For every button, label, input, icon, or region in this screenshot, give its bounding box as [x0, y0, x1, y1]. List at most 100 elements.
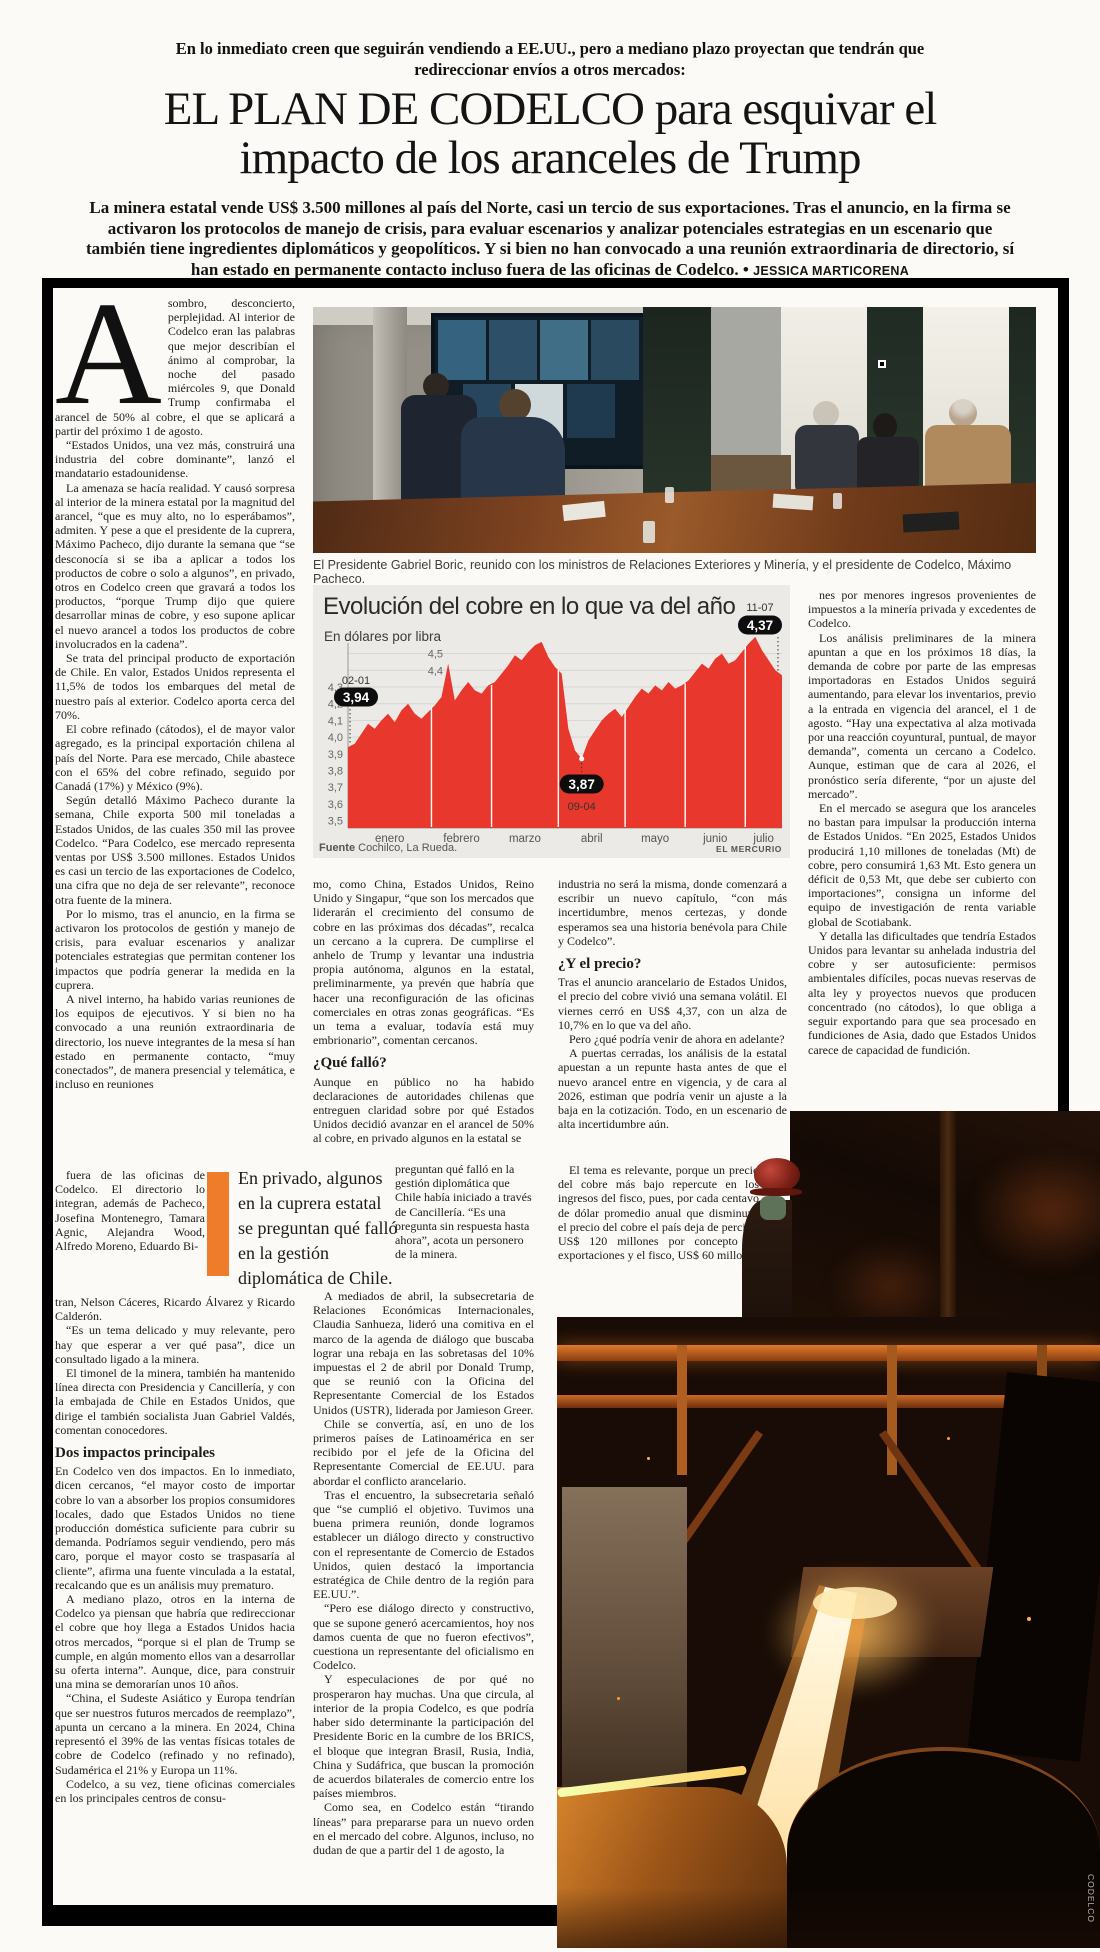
paragraph: “China, el Sudeste Asiático y Europa ten…: [55, 1691, 295, 1777]
paragraph: Según detalló Máximo Pacheco durante la …: [55, 793, 295, 907]
railing-post: [887, 1345, 897, 1475]
paragraph: El cobre refinado (cátodos), el de mayor…: [55, 722, 295, 793]
headline-line2: impacto de los aranceles de Trump: [239, 132, 862, 184]
copper-price-chart: Evolución del cobre en lo que va del año…: [313, 585, 790, 858]
video-tile: [540, 320, 588, 380]
paragraph: “Pero ese diálogo directo y constructivo…: [313, 1601, 534, 1673]
paragraph: Aunque en público no ha habido declaraci…: [313, 1074, 534, 1146]
paragraph: sombro, desconcierto, perplejidad. Al in…: [55, 296, 295, 438]
chart-element: [334, 687, 378, 707]
foundry-photo-credit: CODELCO: [1086, 1874, 1096, 1924]
paragraph: preguntan qué falló en la gestión diplom…: [395, 1162, 532, 1262]
chart-element: 3,5: [328, 816, 343, 828]
railing-post: [677, 1345, 687, 1475]
paragraph: El tema es relevante, porque un precio d…: [558, 1163, 759, 1263]
chart-element: [348, 636, 782, 828]
chart-element: junio: [702, 833, 727, 845]
spark: [617, 1697, 620, 1700]
meeting-photo-caption: El Presidente Gabriel Boric, reunido con…: [313, 558, 1012, 586]
kicker-line1: En lo inmediato creen que seguirán vendi…: [175, 39, 925, 58]
chart-title: Evolución del cobre en lo que va del año: [323, 593, 736, 620]
furnace-glow: [830, 1241, 950, 1317]
paragraph: “Es un tema delicado y muy relevante, pe…: [55, 1323, 295, 1366]
chart-source: Fuente Cochilco, La Rueda.: [319, 842, 457, 854]
spark: [647, 1457, 650, 1460]
video-tile: [489, 320, 537, 380]
chart-element: julio: [752, 833, 773, 845]
photo-vignette: [557, 1888, 1100, 1948]
bottom-rule: [42, 1905, 560, 1926]
paragraph: Los análisis preliminares de la minera a…: [808, 630, 1036, 801]
video-tile: [567, 384, 615, 438]
person-body: [795, 425, 859, 497]
kicker-line2: redireccionar envíos a otros mercados:: [414, 60, 686, 79]
folder: [902, 511, 960, 533]
column4: nes por menores ingresos provenientes de…: [808, 588, 1036, 1110]
chart-element: [738, 615, 782, 635]
column1-top: A sombro, desconcierto, perplejidad. Al …: [55, 296, 295, 1168]
person-head-boric: [499, 389, 531, 421]
chart-element: 11-07: [746, 602, 773, 614]
chart-element: 3,94: [343, 690, 370, 705]
column2-bottom: A mediados de abril, la subsecretaria de…: [313, 1289, 534, 1902]
chart-element: 09-04: [568, 801, 596, 813]
pull-quote-bar: [207, 1172, 229, 1276]
section-heading-fallo: ¿Qué falló?: [313, 1055, 387, 1072]
column1-bottom: tran, Nelson Cáceres, Ricardo Álvarez y …: [55, 1295, 295, 1902]
paragraph: Tras el anuncio arancelario de Estados U…: [558, 975, 787, 1032]
photo-marker-dot: [880, 362, 884, 366]
furnace-glow: [970, 1151, 1100, 1271]
column3-narrow: El tema es relevante, porque un precio d…: [558, 1163, 759, 1313]
paragraph: El timonel de la minera, también ha mant…: [55, 1366, 295, 1437]
chart-element: 4,37: [747, 618, 773, 633]
chart-element: 3,7: [328, 782, 343, 794]
paragraph: A puertas cerradas, los análisis de la e…: [558, 1046, 787, 1132]
chart-element: marzo: [509, 833, 541, 845]
chart-element: mayo: [641, 833, 669, 845]
pull-quote: En privado, algunos en la cuprera estata…: [238, 1168, 398, 1288]
chart-credit: EL MERCURIO: [716, 844, 782, 854]
byline: JESSICA MARTICORENA: [753, 263, 910, 278]
paragraph: Chile se convertía, así, en uno de los p…: [313, 1416, 534, 1488]
chart-element: 3,8: [328, 766, 343, 778]
section-heading-impactos: Dos impactos principales: [55, 1445, 216, 1462]
worker-hardhat: [754, 1158, 800, 1192]
paragraph: fuera de las oficinas de Codelco. El dir…: [55, 1168, 205, 1254]
paragraph: Por lo mismo, tras el anuncio, en la fir…: [55, 906, 295, 992]
chart-element: 3,6: [328, 799, 343, 811]
water-glass: [665, 487, 674, 503]
chart-element: 3,87: [569, 777, 595, 792]
chart-element: 4,4: [428, 665, 443, 677]
paragraph: A mediados de abril, la subsecretaria de…: [313, 1289, 534, 1417]
chart-element: 4,5: [428, 649, 443, 661]
paragraph: Y detalla las dificultades que tendría E…: [808, 928, 1036, 1057]
video-tile: [438, 320, 486, 380]
dropcap: A: [55, 296, 162, 436]
headline-line1: EL PLAN DE CODELCO para esquivar el: [163, 83, 938, 135]
paragraph: Pero ¿qué podría venir de ahora en adela…: [569, 1032, 785, 1047]
column2-narrow: preguntan qué falló en la gestión diplom…: [395, 1162, 534, 1288]
concrete-pillar: [562, 1487, 687, 1817]
column3-top: industria no será la misma, donde comenz…: [558, 877, 787, 1163]
top-rule: [42, 278, 1069, 288]
chart-subtitle: En dólares por libra: [324, 629, 442, 644]
chart-element: [559, 774, 604, 794]
column2-top: mo, como China, Estados Unidos, Reino Un…: [313, 877, 534, 1163]
paragraph: Codelco, a su vez, tiene oficinas comerc…: [55, 1776, 295, 1805]
person-head: [813, 401, 839, 427]
railing-pipe: [557, 1395, 1100, 1408]
chart-element: febrero: [443, 833, 479, 845]
paragraph: nes por menores ingresos provenientes de…: [808, 588, 1036, 631]
water-glass: [833, 493, 842, 509]
chart-source-text: Cochilco, La Rueda.: [355, 842, 458, 854]
hardhat-brim: [750, 1188, 802, 1196]
kicker: En lo inmediato creen que seguirán vendi…: [0, 38, 1100, 80]
paragraph: A nivel interno, ha habido varias reunio…: [55, 991, 295, 1092]
paper: [772, 493, 814, 511]
paragraph: Como sea, en Codelco están “tirando líne…: [313, 1800, 534, 1857]
worker-gaiter: [760, 1196, 786, 1220]
spark: [1027, 1617, 1031, 1621]
pipe: [940, 1111, 956, 1317]
